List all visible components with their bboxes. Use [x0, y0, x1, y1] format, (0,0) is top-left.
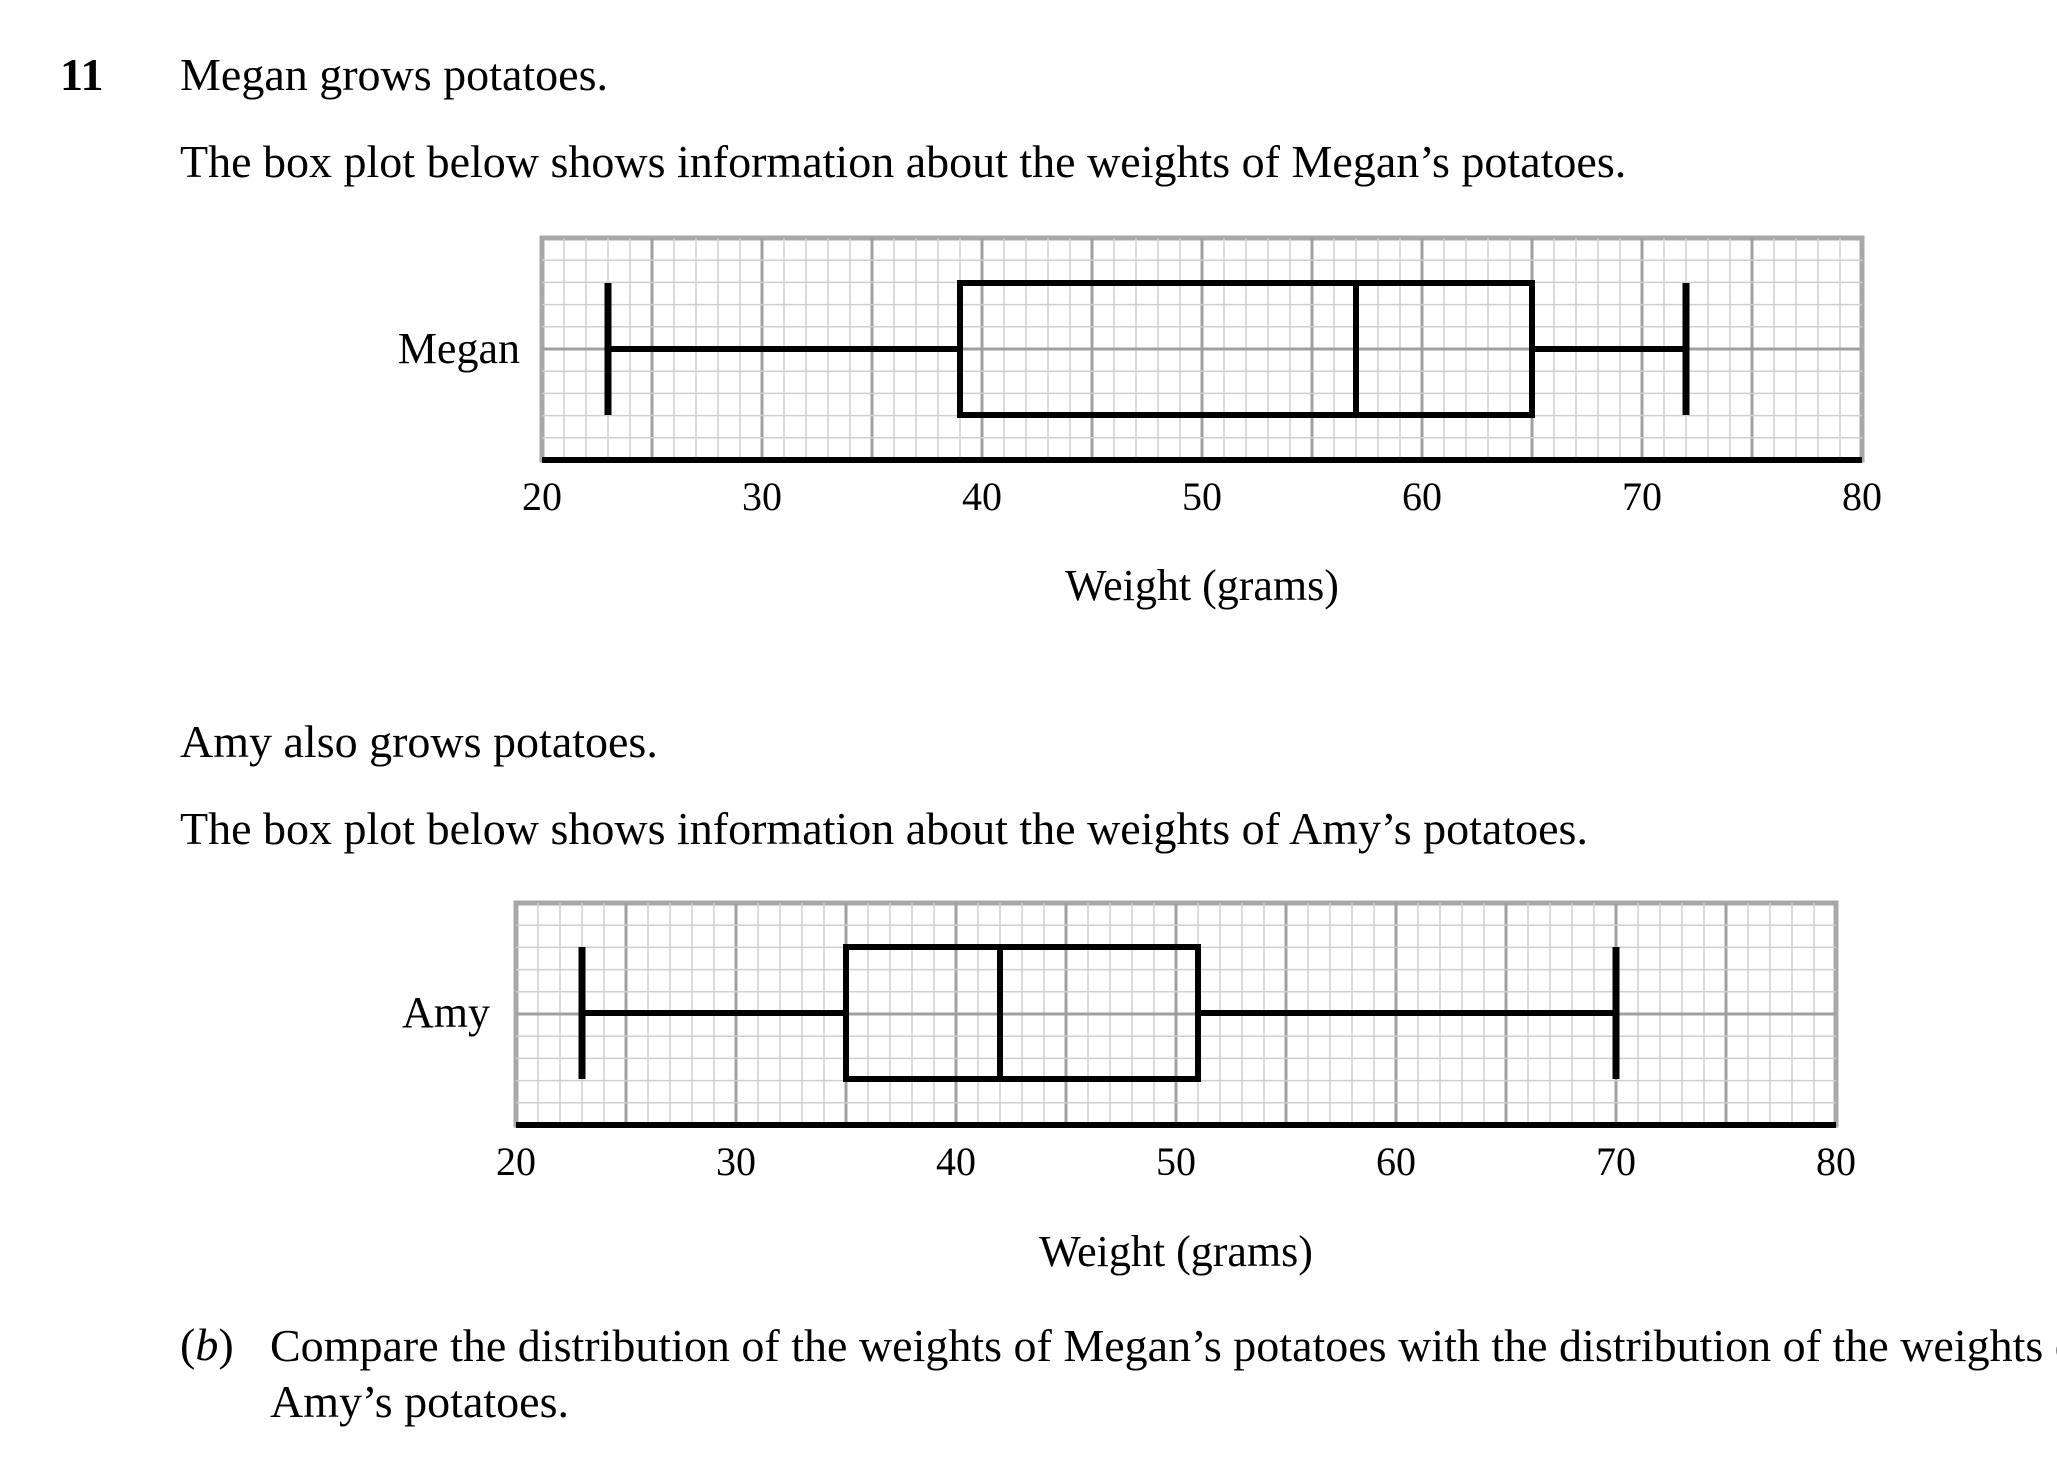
part-label-close: ) — [218, 1319, 234, 1370]
x-tick-label: 70 — [1622, 474, 1662, 519]
x-tick-label: 30 — [742, 474, 782, 519]
x-tick-label: 80 — [1842, 474, 1882, 519]
x-axis-label: Weight (grams) — [1065, 561, 1339, 610]
x-tick-label: 40 — [962, 474, 1002, 519]
question-number: 11 — [60, 49, 104, 100]
question-boxplot-description-amy: The box plot below shows information abo… — [180, 803, 1588, 854]
interquartile-box — [957, 280, 1535, 418]
part-label-letter: b — [195, 1319, 219, 1370]
part-label-open: ( — [180, 1319, 196, 1370]
x-tick-label: 50 — [1182, 474, 1222, 519]
question-intro-megan: Megan grows potatoes. — [180, 49, 608, 100]
part-b-text: Compare the distribution of the weights … — [270, 1320, 2057, 1427]
question-boxplot-description-megan: The box plot below shows information abo… — [180, 136, 1627, 187]
x-tick-label: 60 — [1402, 474, 1442, 519]
part-label: (b) — [180, 1318, 234, 1371]
series-label: Megan — [398, 324, 520, 373]
question-intro-amy: Amy also grows potatoes. — [180, 716, 658, 767]
x-tick-label: 20 — [522, 474, 562, 519]
